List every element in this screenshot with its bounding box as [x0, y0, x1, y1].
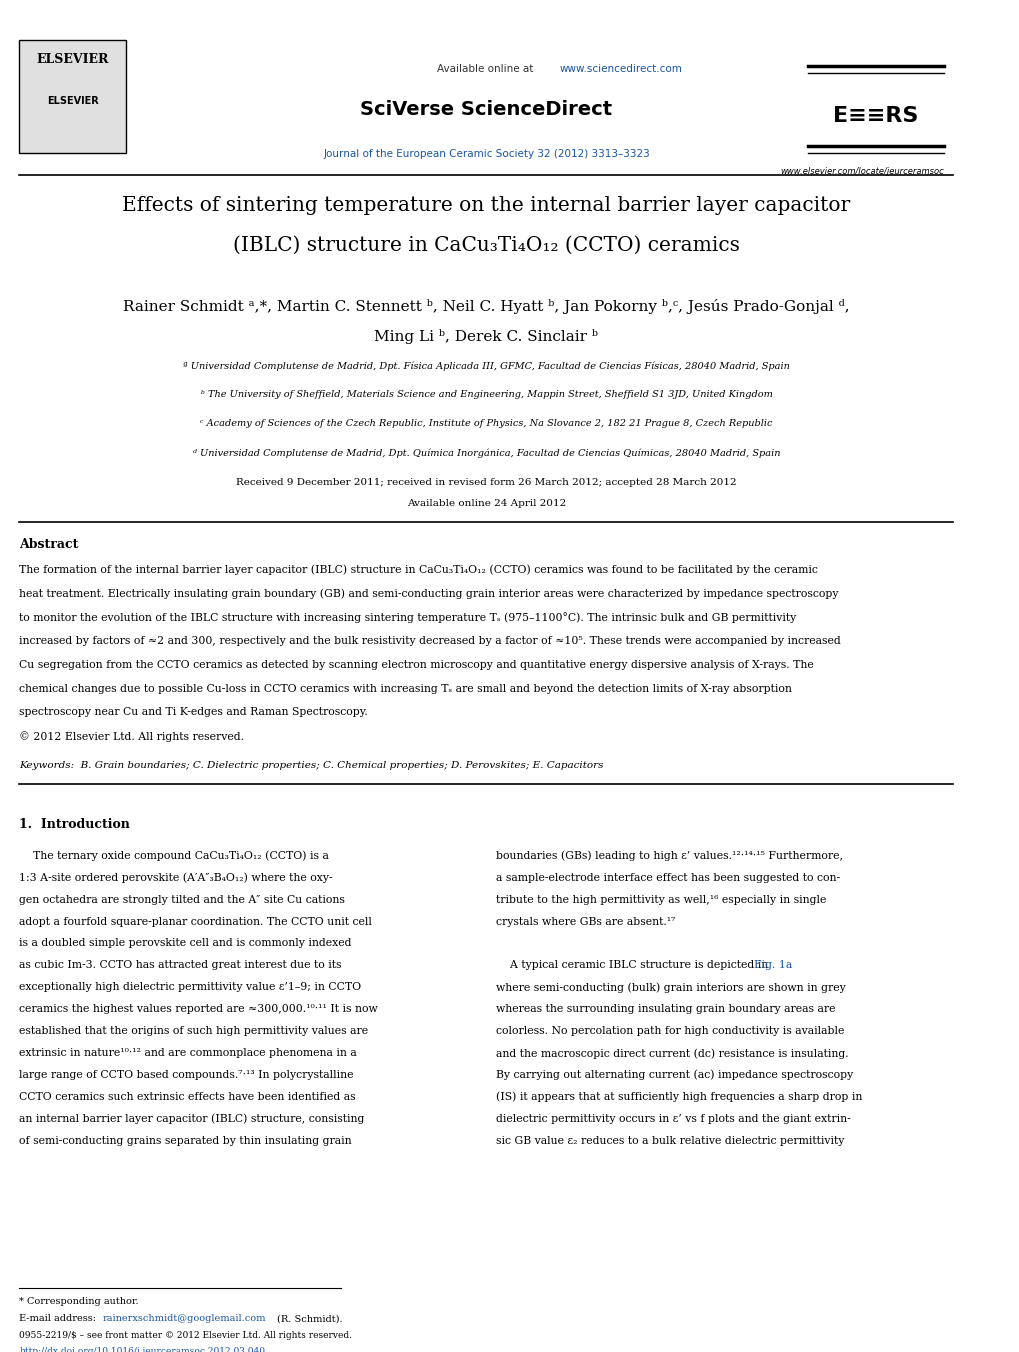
- Text: Journal of the European Ceramic Society 32 (2012) 3313–3323: Journal of the European Ceramic Society …: [323, 149, 649, 158]
- Text: Available online at: Available online at: [436, 64, 536, 74]
- Text: large range of CCTO based compounds.⁷·¹³ In polycrystalline: large range of CCTO based compounds.⁷·¹³…: [19, 1069, 354, 1080]
- Text: (R. Schmidt).: (R. Schmidt).: [277, 1314, 342, 1324]
- Text: E≡≡RS: E≡≡RS: [833, 107, 917, 126]
- Text: of semi-conducting grains separated by thin insulating grain: of semi-conducting grains separated by t…: [19, 1136, 352, 1145]
- Text: Received 9 December 2011; received in revised form 26 March 2012; accepted 28 Ma: Received 9 December 2011; received in re…: [236, 477, 736, 487]
- Text: tribute to the high permittivity as well,¹⁶ especially in single: tribute to the high permittivity as well…: [495, 895, 825, 904]
- Text: adopt a fourfold square-planar coordination. The CCTO unit cell: adopt a fourfold square-planar coordinat…: [19, 917, 372, 926]
- Text: A typical ceramic IBLC structure is depicted in: A typical ceramic IBLC structure is depi…: [495, 960, 771, 971]
- Text: established that the origins of such high permittivity values are: established that the origins of such hig…: [19, 1026, 368, 1036]
- Text: chemical changes due to possible Cu-loss in CCTO ceramics with increasing Tₛ are: chemical changes due to possible Cu-loss…: [19, 684, 792, 694]
- Text: www.elsevier.com/locate/jeurceramsoc: www.elsevier.com/locate/jeurceramsoc: [780, 168, 943, 176]
- Text: as cubic Im-3. CCTO has attracted great interest due to its: as cubic Im-3. CCTO has attracted great …: [19, 960, 341, 971]
- Text: 1.  Introduction: 1. Introduction: [19, 818, 130, 830]
- Text: (IBLC) structure in CaCu₃Ti₄O₁₂ (CCTO) ceramics: (IBLC) structure in CaCu₃Ti₄O₁₂ (CCTO) c…: [232, 237, 739, 256]
- Text: whereas the surrounding insulating grain boundary areas are: whereas the surrounding insulating grain…: [495, 1005, 835, 1014]
- Text: dielectric permittivity occurs in ε’ vs f plots and the giant extrin-: dielectric permittivity occurs in ε’ vs …: [495, 1114, 850, 1124]
- Text: rainerxschmidt@googlemail.com: rainerxschmidt@googlemail.com: [102, 1314, 265, 1324]
- Text: Available online 24 April 2012: Available online 24 April 2012: [407, 499, 566, 508]
- Text: an internal barrier layer capacitor (IBLC) structure, consisting: an internal barrier layer capacitor (IBL…: [19, 1114, 365, 1125]
- Text: By carrying out alternating current (ac) impedance spectroscopy: By carrying out alternating current (ac)…: [495, 1069, 853, 1080]
- Text: where semi-conducting (bulk) grain interiors are shown in grey: where semi-conducting (bulk) grain inter…: [495, 983, 845, 992]
- Text: The ternary oxide compound CaCu₃Ti₄O₁₂ (CCTO) is a: The ternary oxide compound CaCu₃Ti₄O₁₂ (…: [19, 850, 329, 861]
- Text: ᵈ Universidad Complutense de Madrid, Dpt. Química Inorgánica, Facultad de Cienci: ᵈ Universidad Complutense de Madrid, Dpt…: [193, 449, 780, 458]
- Text: 0955-2219/$ – see front matter © 2012 Elsevier Ltd. All rights reserved.: 0955-2219/$ – see front matter © 2012 El…: [19, 1332, 353, 1340]
- Text: ᶜ Academy of Sciences of the Czech Republic, Institute of Physics, Na Slovance 2: ᶜ Academy of Sciences of the Czech Repub…: [200, 419, 772, 429]
- Text: 1:3 A-site ordered perovskite (A′A″₃B₄O₁₂) where the oxy-: 1:3 A-site ordered perovskite (A′A″₃B₄O₁…: [19, 873, 333, 883]
- Text: ELSEVIER: ELSEVIER: [37, 53, 109, 66]
- Text: exceptionally high dielectric permittivity value ε’1–9; in CCTO: exceptionally high dielectric permittivi…: [19, 983, 361, 992]
- Text: * Corresponding author.: * Corresponding author.: [19, 1297, 139, 1306]
- Text: a sample-electrode interface effect has been suggested to con-: a sample-electrode interface effect has …: [495, 873, 840, 883]
- Text: Effects of sintering temperature on the internal barrier layer capacitor: Effects of sintering temperature on the …: [122, 196, 850, 215]
- Text: and the macroscopic direct current (dc) resistance is insulating.: and the macroscopic direct current (dc) …: [495, 1048, 848, 1059]
- Text: www.sciencedirect.com: www.sciencedirect.com: [558, 64, 682, 74]
- Text: © 2012 Elsevier Ltd. All rights reserved.: © 2012 Elsevier Ltd. All rights reserved…: [19, 731, 245, 742]
- Text: spectroscopy near Cu and Ti K-edges and Raman Spectroscopy.: spectroscopy near Cu and Ti K-edges and …: [19, 707, 368, 718]
- Text: sic GB value ε₂ reduces to a bulk relative dielectric permittivity: sic GB value ε₂ reduces to a bulk relati…: [495, 1136, 844, 1145]
- Text: Ming Li ᵇ, Derek C. Sinclair ᵇ: Ming Li ᵇ, Derek C. Sinclair ᵇ: [374, 329, 598, 345]
- Text: ᵇ The University of Sheffield, Materials Science and Engineering, Mappin Street,: ᵇ The University of Sheffield, Materials…: [201, 391, 771, 399]
- Text: (IS) it appears that at sufficiently high frequencies a sharp drop in: (IS) it appears that at sufficiently hig…: [495, 1092, 862, 1102]
- Text: Keywords:  B. Grain boundaries; C. Dielectric properties; C. Chemical properties: Keywords: B. Grain boundaries; C. Dielec…: [19, 761, 603, 769]
- FancyBboxPatch shape: [19, 39, 126, 153]
- Text: Abstract: Abstract: [19, 538, 78, 550]
- Text: to monitor the evolution of the IBLC structure with increasing sintering tempera: to monitor the evolution of the IBLC str…: [19, 612, 796, 623]
- Text: CCTO ceramics such extrinsic effects have been identified as: CCTO ceramics such extrinsic effects hav…: [19, 1092, 356, 1102]
- Text: crystals where GBs are absent.¹⁷: crystals where GBs are absent.¹⁷: [495, 917, 675, 926]
- Text: increased by factors of ≈2 and 300, respectively and the bulk resistivity decrea: increased by factors of ≈2 and 300, resp…: [19, 635, 841, 646]
- Text: heat treatment. Electrically insulating grain boundary (GB) and semi-conducting : heat treatment. Electrically insulating …: [19, 588, 839, 599]
- Text: ª Universidad Complutense de Madrid, Dpt. Física Aplicada III, GFMC, Facultad de: ª Universidad Complutense de Madrid, Dpt…: [182, 361, 789, 370]
- Text: Cu segregation from the CCTO ceramics as detected by scanning electron microscop: Cu segregation from the CCTO ceramics as…: [19, 660, 813, 669]
- Text: Rainer Schmidt ᵃ,*, Martin C. Stennett ᵇ, Neil C. Hyatt ᵇ, Jan Pokorny ᵇ,ᶜ, Jesú: Rainer Schmidt ᵃ,*, Martin C. Stennett ᵇ…: [123, 299, 849, 314]
- Text: ceramics the highest values reported are ≈300,000.¹⁰·¹¹ It is now: ceramics the highest values reported are…: [19, 1005, 378, 1014]
- Text: The formation of the internal barrier layer capacitor (IBLC) structure in CaCu₃T: The formation of the internal barrier la…: [19, 564, 817, 575]
- Text: extrinsic in nature¹⁰·¹² and are commonplace phenomena in a: extrinsic in nature¹⁰·¹² and are commonp…: [19, 1048, 357, 1059]
- Text: ELSEVIER: ELSEVIER: [47, 96, 99, 105]
- Text: is a doubled simple perovskite cell and is commonly indexed: is a doubled simple perovskite cell and …: [19, 938, 352, 949]
- Text: E-mail address:: E-mail address:: [19, 1314, 100, 1324]
- Text: http://dx.doi.org/10.1016/j.jeurceramsoc.2012.03.040: http://dx.doi.org/10.1016/j.jeurceramsoc…: [19, 1348, 265, 1352]
- Text: boundaries (GBs) leading to high ε’ values.¹²·¹⁴·¹⁵ Furthermore,: boundaries (GBs) leading to high ε’ valu…: [495, 850, 843, 861]
- Text: gen octahedra are strongly tilted and the A″ site Cu cations: gen octahedra are strongly tilted and th…: [19, 895, 345, 904]
- Text: colorless. No percolation path for high conductivity is available: colorless. No percolation path for high …: [495, 1026, 844, 1036]
- Text: Fig. 1a: Fig. 1a: [753, 960, 792, 971]
- Text: SciVerse ScienceDirect: SciVerse ScienceDirect: [360, 100, 612, 119]
